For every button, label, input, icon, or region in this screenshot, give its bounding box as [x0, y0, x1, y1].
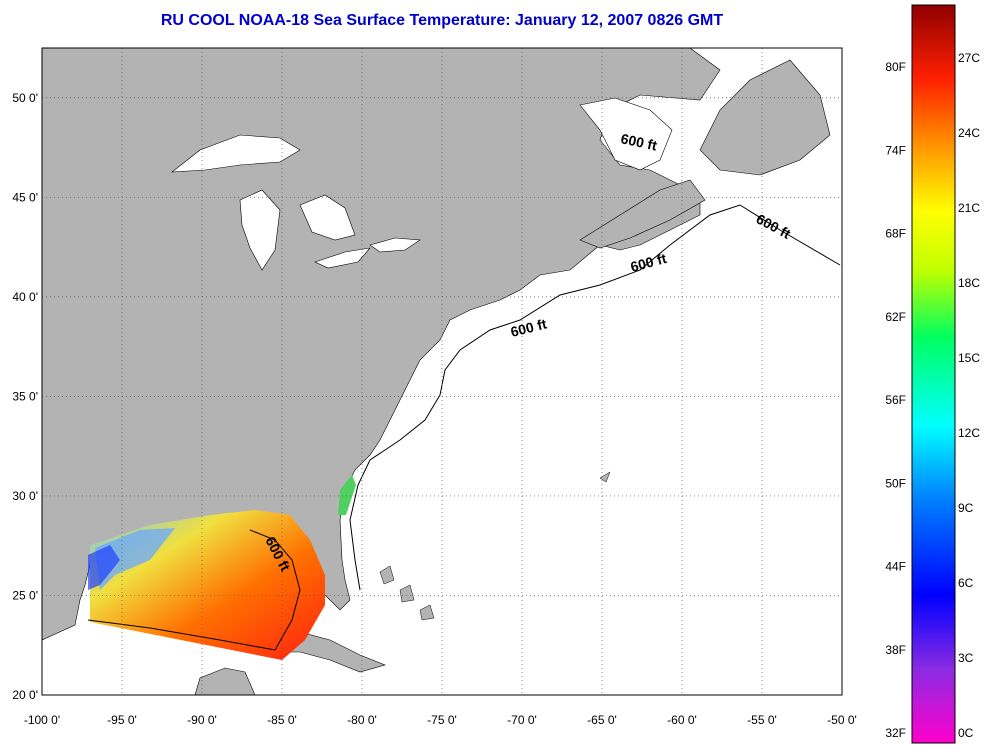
map-title: RU COOL NOAA-18 Sea Surface Temperature:…	[160, 12, 724, 29]
latitude-labels: 20 0' 25 0' 30 0' 35 0' 40 0' 45 0' 50 0'	[12, 91, 38, 702]
colorbar-celsius-labels: 27C 24C 21C 18C 15C 12C 9C 6C 3C 0C	[958, 51, 980, 740]
colorbar-f-label: 32F	[885, 726, 906, 740]
gulf-st-lawrence	[579, 97, 673, 171]
colorbar-c-label: 12C	[958, 426, 980, 440]
colorbar-f-label: 74F	[885, 143, 906, 157]
colorbar-f-label: 50F	[885, 476, 906, 490]
land-newfoundland	[699, 59, 831, 176]
land-yucatan	[194, 667, 256, 695]
gulf-blue-coast	[88, 545, 120, 590]
colorbar	[911, 4, 956, 744]
latitude-tick-label: 30 0'	[12, 489, 38, 503]
colorbar-f-label: 68F	[885, 227, 906, 241]
florida-sst-strip	[338, 475, 356, 515]
colorbar-c-label: 3C	[958, 651, 974, 665]
isobath-600ft-gulf	[87, 529, 301, 651]
gulf-cold-patch	[95, 528, 175, 590]
longitude-labels: -100 0' -95 0' -90 0' -85 0' -80 0' -75 0' -70…	[24, 713, 857, 727]
longitude-tick-label: -90 0'	[187, 713, 217, 727]
longitude-tick-label: -80 0'	[347, 713, 377, 727]
map-frame	[41, 47, 843, 696]
longitude-tick-label: -70 0'	[507, 713, 537, 727]
colorbar-f-label: 44F	[885, 560, 906, 574]
longitude-tick-label: -50 0'	[827, 713, 857, 727]
great-lakes	[171, 134, 421, 271]
colorbar-c-label: 15C	[958, 351, 980, 365]
colorbar-c-label: 0C	[958, 726, 974, 740]
latitude-tick-label: 45 0'	[12, 190, 38, 204]
bahamas-islands	[379, 471, 611, 621]
longitude-tick-label: -75 0'	[427, 713, 457, 727]
isobath-600ft	[349, 204, 841, 591]
longitude-tick-label: -100 0'	[24, 713, 60, 727]
colorbar-f-label: 80F	[885, 60, 906, 74]
contour-label: 600 ft	[619, 130, 658, 153]
longitude-tick-label: -55 0'	[747, 713, 777, 727]
longitude-tick-label: -85 0'	[267, 713, 297, 727]
colorbar-f-label: 38F	[885, 643, 906, 657]
latitude-tick-label: 20 0'	[12, 688, 38, 702]
colorbar-c-label: 9C	[958, 501, 974, 515]
longitude-tick-label: -60 0'	[667, 713, 697, 727]
colorbar-f-label: 56F	[885, 393, 906, 407]
latitude-tick-label: 35 0'	[12, 389, 38, 403]
colorbar-c-label: 18C	[958, 276, 980, 290]
latitude-tick-label: 25 0'	[12, 588, 38, 602]
nova-scotia	[579, 179, 706, 249]
latitude-tick-label: 40 0'	[12, 290, 38, 304]
colorbar-fahrenheit-labels: 80F 74F 68F 62F 56F 50F 44F 38F 32F	[885, 60, 906, 740]
colorbar-f-label: 62F	[885, 310, 906, 324]
colorbar-c-label: 24C	[958, 126, 980, 140]
longitude-tick-label: -65 0'	[587, 713, 617, 727]
longitude-tick-label: -95 0'	[107, 713, 137, 727]
latitude-tick-label: 50 0'	[12, 91, 38, 105]
colorbar-c-label: 27C	[958, 51, 980, 65]
colorbar-c-label: 6C	[958, 576, 974, 590]
colorbar-c-label: 21C	[958, 201, 980, 215]
